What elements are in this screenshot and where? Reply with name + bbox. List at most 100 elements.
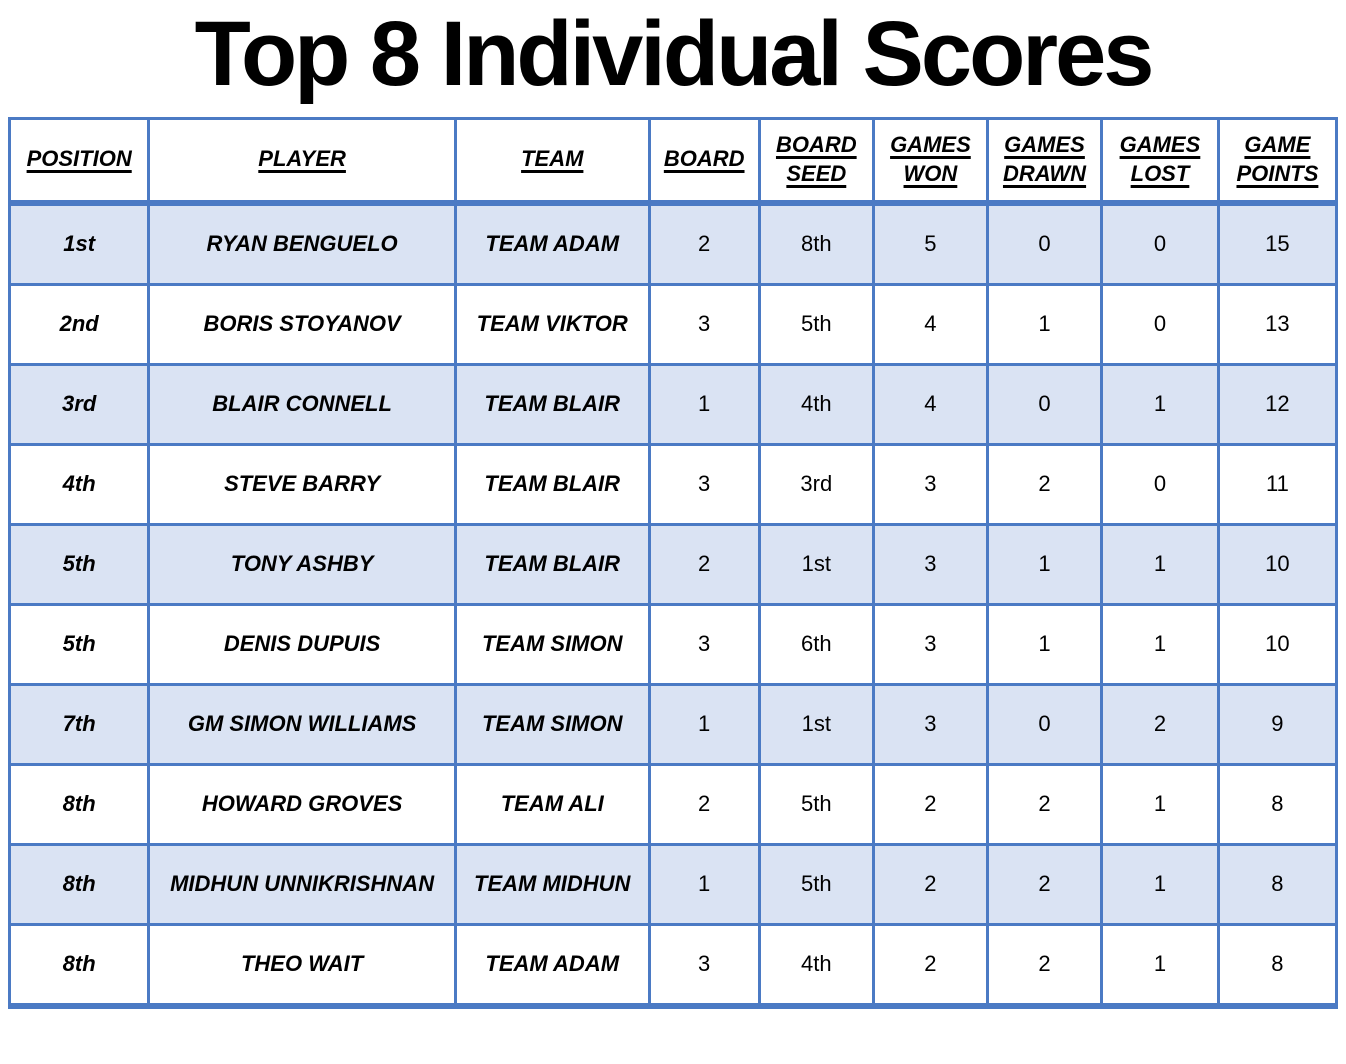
cell-team: TEAM SIMON: [453, 602, 651, 686]
cell-board_seed: 1st: [757, 682, 875, 766]
cell-board_seed: 6th: [757, 602, 875, 686]
table-row: 5th DENIS DUPUIS TEAM SIMON 3 6th 3 1 1 10: [7, 602, 1339, 686]
cell-player: RYAN BENGUELO: [147, 201, 457, 286]
cell-position: 8th: [7, 842, 151, 926]
cell-team: TEAM ALI: [453, 762, 651, 846]
cell-board: 1: [647, 842, 761, 926]
cell-games_drawn: 2: [985, 922, 1104, 1009]
cell-team: TEAM BLAIR: [453, 522, 651, 606]
cell-games_lost: 1: [1100, 762, 1220, 846]
score-table-body: 1st RYAN BENGUELO TEAM ADAM 2 8th 5 0 0 15 2nd BOR…: [7, 201, 1339, 1009]
cell-games_drawn: 1: [985, 602, 1104, 686]
cell-player: HOWARD GROVES: [147, 762, 457, 846]
column-header-games-lost: GAMES LOST: [1100, 116, 1220, 206]
column-header-board-seed: BOARD SEED: [757, 116, 875, 206]
column-header-games-won: GAMES WON: [871, 116, 989, 206]
column-header-position: POSITION: [7, 116, 151, 206]
table-row: 4th STEVE BARRY TEAM BLAIR 3 3rd 3 2 0 11: [7, 442, 1339, 526]
cell-player: TONY ASHBY: [147, 522, 457, 606]
cell-game_points: 13: [1216, 282, 1339, 366]
cell-games_drawn: 2: [985, 842, 1104, 926]
cell-player: BORIS STOYANOV: [147, 282, 457, 366]
cell-games_won: 5: [871, 201, 989, 286]
cell-player: MIDHUN UNNIKRISHNAN: [147, 842, 457, 926]
cell-games_won: 2: [871, 842, 989, 926]
cell-games_won: 2: [871, 922, 989, 1009]
column-header-game-points: GAME POINTS: [1216, 116, 1339, 206]
cell-games_lost: 1: [1100, 842, 1220, 926]
cell-games_drawn: 1: [985, 522, 1104, 606]
cell-player: THEO WAIT: [147, 922, 457, 1009]
cell-team: TEAM MIDHUN: [453, 842, 651, 926]
cell-games_drawn: 2: [985, 762, 1104, 846]
cell-games_lost: 1: [1100, 602, 1220, 686]
cell-board: 3: [647, 442, 761, 526]
column-header-games-drawn: GAMES DRAWN: [985, 116, 1104, 206]
cell-player: DENIS DUPUIS: [147, 602, 457, 686]
cell-team: TEAM VIKTOR: [453, 282, 651, 366]
cell-games_won: 3: [871, 522, 989, 606]
cell-board: 1: [647, 362, 761, 446]
header-row: POSITION PLAYER TEAM BOARD BOARD SEED GA…: [7, 116, 1339, 206]
cell-games_drawn: 0: [985, 682, 1104, 766]
cell-board_seed: 8th: [757, 201, 875, 286]
cell-position: 5th: [7, 522, 151, 606]
cell-board: 3: [647, 602, 761, 686]
cell-games_drawn: 1: [985, 282, 1104, 366]
cell-games_won: 3: [871, 602, 989, 686]
cell-board_seed: 3rd: [757, 442, 875, 526]
table-row: 2nd BORIS STOYANOV TEAM VIKTOR 3 5th 4 1 0 13: [7, 282, 1339, 366]
cell-board_seed: 4th: [757, 362, 875, 446]
cell-position: 7th: [7, 682, 151, 766]
cell-board_seed: 1st: [757, 522, 875, 606]
cell-board_seed: 5th: [757, 842, 875, 926]
table-row: 3rd BLAIR CONNELL TEAM BLAIR 1 4th 4 0 1 12: [7, 362, 1339, 446]
cell-player: BLAIR CONNELL: [147, 362, 457, 446]
table-row: 8th HOWARD GROVES TEAM ALI 2 5th 2 2 1 8: [7, 762, 1339, 846]
cell-position: 4th: [7, 442, 151, 526]
cell-games_won: 2: [871, 762, 989, 846]
cell-board: 1: [647, 682, 761, 766]
cell-games_lost: 1: [1100, 522, 1220, 606]
cell-board: 2: [647, 522, 761, 606]
cell-team: TEAM ADAM: [453, 201, 651, 286]
cell-board: 2: [647, 762, 761, 846]
table-row: 7th GM SIMON WILLIAMS TEAM SIMON 1 1st 3 0 2 9: [7, 682, 1339, 766]
cell-game_points: 10: [1216, 522, 1339, 606]
cell-board_seed: 5th: [757, 282, 875, 366]
cell-team: TEAM BLAIR: [453, 442, 651, 526]
cell-games_won: 4: [871, 362, 989, 446]
cell-player: GM SIMON WILLIAMS: [147, 682, 457, 766]
table-row: 5th TONY ASHBY TEAM BLAIR 2 1st 3 1 1 10: [7, 522, 1339, 606]
cell-team: TEAM BLAIR: [453, 362, 651, 446]
table-row: 8th THEO WAIT TEAM ADAM 3 4th 2 2 1 8: [7, 922, 1339, 1009]
cell-game_points: 8: [1216, 842, 1339, 926]
cell-position: 5th: [7, 602, 151, 686]
cell-position: 8th: [7, 762, 151, 846]
column-header-team: TEAM: [453, 116, 651, 206]
cell-board_seed: 4th: [757, 922, 875, 1009]
cell-games_lost: 1: [1100, 922, 1220, 1009]
cell-games_lost: 0: [1100, 282, 1220, 366]
cell-team: TEAM ADAM: [453, 922, 651, 1009]
cell-board: 3: [647, 282, 761, 366]
cell-board: 2: [647, 201, 761, 286]
column-header-player: PLAYER: [147, 116, 457, 206]
cell-games_won: 3: [871, 442, 989, 526]
cell-game_points: 10: [1216, 602, 1339, 686]
cell-game_points: 11: [1216, 442, 1339, 526]
page-title: Top 8 Individual Scores: [194, 3, 1155, 105]
cell-game_points: 12: [1216, 362, 1339, 446]
cell-games_lost: 0: [1100, 201, 1220, 286]
cell-position: 8th: [7, 922, 151, 1009]
cell-team: TEAM SIMON: [453, 682, 651, 766]
table-header: POSITION PLAYER TEAM BOARD BOARD SEED GA…: [7, 116, 1339, 206]
table-row: 1st RYAN BENGUELO TEAM ADAM 2 8th 5 0 0 15: [7, 201, 1339, 286]
cell-game_points: 9: [1216, 682, 1339, 766]
cell-game_points: 15: [1216, 201, 1339, 286]
cell-game_points: 8: [1216, 922, 1339, 1009]
cell-player: STEVE BARRY: [147, 442, 457, 526]
cell-board: 3: [647, 922, 761, 1009]
cell-games_lost: 2: [1100, 682, 1220, 766]
cell-position: 3rd: [7, 362, 151, 446]
